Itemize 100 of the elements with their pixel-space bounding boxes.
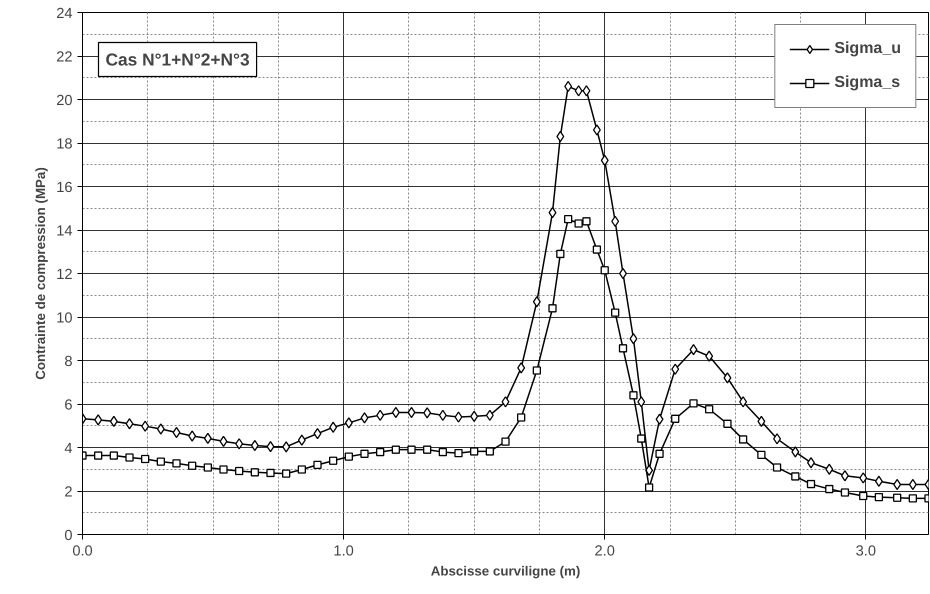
x-tick-label: 1.0 xyxy=(333,544,354,560)
y-tick-label: 2 xyxy=(64,484,73,500)
point xyxy=(454,449,463,458)
legend-label: Sigma_s xyxy=(834,74,900,92)
point xyxy=(757,450,766,460)
point xyxy=(344,417,353,429)
point xyxy=(738,435,748,444)
point xyxy=(859,492,868,500)
y-tick-label: 18 xyxy=(56,136,73,152)
point xyxy=(110,416,118,428)
point xyxy=(110,451,118,460)
point xyxy=(723,420,732,428)
y-tick-label: 12 xyxy=(56,267,73,283)
point xyxy=(637,434,646,443)
point xyxy=(574,219,583,228)
point xyxy=(548,304,557,312)
legend-label: Sigma_u xyxy=(834,40,901,58)
point xyxy=(94,451,102,460)
point xyxy=(564,214,572,224)
point xyxy=(644,483,654,492)
point xyxy=(204,463,212,472)
point xyxy=(501,437,510,446)
point xyxy=(592,124,601,136)
point xyxy=(141,454,150,464)
point xyxy=(564,80,572,92)
point xyxy=(532,296,541,308)
point xyxy=(582,85,590,96)
point xyxy=(825,484,834,494)
x-tick-label: 2.0 xyxy=(594,544,615,560)
point xyxy=(671,414,680,423)
point xyxy=(313,460,322,470)
y-tick-label: 8 xyxy=(64,354,73,370)
point xyxy=(470,410,478,422)
point xyxy=(629,391,638,400)
point xyxy=(266,468,275,478)
annotation: Cas N°1+N°2+N°3 xyxy=(106,50,250,70)
point xyxy=(791,446,800,458)
point xyxy=(360,450,369,458)
point xyxy=(791,472,800,481)
point xyxy=(407,446,416,454)
point xyxy=(438,410,447,421)
point xyxy=(611,308,620,317)
point xyxy=(188,430,196,442)
point xyxy=(637,396,646,408)
point xyxy=(486,447,494,456)
x-tick-label: 3.0 xyxy=(856,544,876,560)
point xyxy=(705,350,714,362)
point xyxy=(600,266,609,274)
point xyxy=(156,423,165,435)
point xyxy=(172,459,181,468)
point xyxy=(772,463,782,472)
y-tick-label: 6 xyxy=(64,398,73,414)
point xyxy=(532,366,541,375)
point xyxy=(656,414,664,425)
y-tick-label: 10 xyxy=(56,310,73,326)
point xyxy=(204,432,212,444)
point xyxy=(592,245,602,254)
point xyxy=(705,405,714,414)
point xyxy=(235,438,244,450)
y-tick-label: 4 xyxy=(64,441,73,457)
point xyxy=(486,410,494,421)
point xyxy=(298,434,306,446)
point xyxy=(671,364,680,375)
point xyxy=(470,447,478,456)
y-tick-label: 20 xyxy=(56,93,73,109)
point xyxy=(94,414,102,426)
point xyxy=(250,468,259,476)
point xyxy=(344,452,353,461)
x-tick-label: 0.0 xyxy=(72,544,93,560)
point xyxy=(723,372,732,384)
x-axis-title: Abscisse curviligne (m) xyxy=(430,564,580,578)
point xyxy=(298,465,306,474)
point xyxy=(611,216,620,227)
point xyxy=(392,406,400,418)
point xyxy=(655,450,664,458)
point xyxy=(825,464,834,475)
point xyxy=(739,396,748,408)
point xyxy=(874,492,884,502)
point xyxy=(600,154,609,166)
point xyxy=(250,440,259,452)
point xyxy=(874,476,883,487)
point xyxy=(859,472,868,484)
point xyxy=(329,422,338,433)
point xyxy=(757,416,766,428)
point xyxy=(392,446,400,454)
point xyxy=(556,130,564,142)
point xyxy=(840,470,849,482)
point xyxy=(329,456,338,465)
point xyxy=(376,410,384,421)
point xyxy=(893,478,902,490)
point xyxy=(188,462,196,470)
point xyxy=(773,433,782,444)
point xyxy=(156,457,165,466)
point xyxy=(893,494,902,502)
y-axis-title: Contrainte de compression (MPa) xyxy=(33,167,48,380)
point xyxy=(423,446,432,454)
point xyxy=(574,85,583,96)
point xyxy=(423,407,432,419)
y-tick-label: 24 xyxy=(56,6,73,22)
point xyxy=(806,480,816,488)
